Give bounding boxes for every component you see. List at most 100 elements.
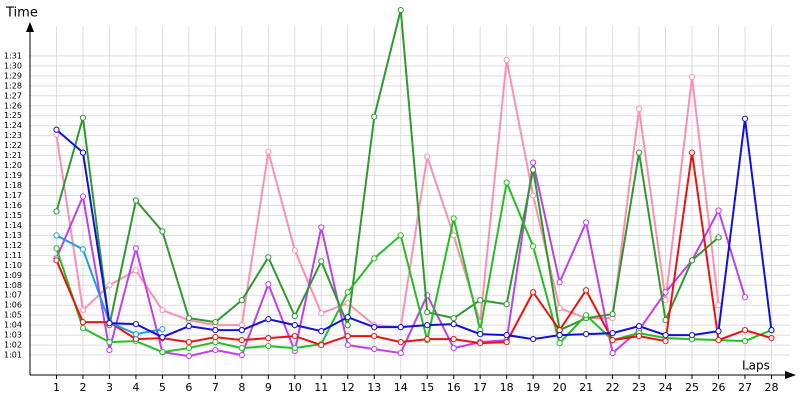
point (768, 327, 775, 334)
point (530, 243, 537, 250)
point (159, 326, 166, 333)
point (79, 114, 87, 121)
point (159, 334, 166, 341)
y-tick-label: 1:16 (4, 201, 22, 210)
y-tick-label: 1:06 (4, 301, 22, 310)
y-tick-label: 1:20 (4, 161, 22, 170)
point (318, 341, 325, 349)
y-tick-label: 1:25 (4, 111, 22, 120)
x-tick-label: 28 (764, 381, 778, 394)
point (132, 331, 140, 338)
y-tick-label: 1:12 (4, 241, 22, 250)
point (106, 338, 113, 346)
point (688, 332, 696, 339)
y-tick-label: 1:19 (4, 171, 22, 180)
x-axis-label: Laps (742, 359, 770, 373)
point (212, 334, 219, 341)
point (662, 297, 669, 304)
point (609, 337, 616, 344)
y-tick-label: 1:30 (4, 61, 22, 70)
y-tick-label: 1:05 (4, 311, 22, 320)
point (132, 245, 140, 252)
point (238, 297, 245, 304)
point (238, 327, 245, 334)
point (344, 333, 351, 340)
x-tick-label: 2 (79, 381, 86, 394)
point (238, 351, 245, 359)
point (450, 321, 457, 328)
point (159, 348, 166, 356)
point (715, 234, 722, 241)
point (397, 232, 404, 239)
series-line (55, 9, 720, 332)
x-tick-label: 23 (632, 381, 646, 394)
point (132, 197, 140, 204)
y-tick-label: 1:27 (4, 91, 22, 100)
point (318, 310, 325, 317)
point (609, 349, 616, 357)
point (530, 336, 537, 343)
point (132, 321, 140, 328)
y-tick-label: 1:24 (4, 121, 22, 130)
x-tick-label: 12 (341, 381, 355, 394)
point (477, 331, 484, 338)
series-line (55, 152, 772, 347)
point (741, 327, 749, 334)
point (477, 339, 484, 347)
point (132, 336, 140, 343)
point (238, 344, 245, 352)
point (53, 232, 60, 239)
point (159, 307, 166, 314)
y-arrow (26, 22, 34, 32)
y-tick-label: 1:31 (4, 51, 22, 60)
point (212, 319, 219, 326)
point (556, 332, 563, 339)
point (79, 149, 87, 156)
point (450, 336, 457, 343)
point (530, 192, 537, 199)
y-tick-label: 1:26 (4, 101, 22, 110)
point (556, 339, 563, 347)
point (106, 320, 113, 327)
point (53, 208, 60, 215)
x-tick-label: 16 (447, 381, 461, 394)
point (450, 232, 457, 239)
point (291, 247, 298, 254)
point (556, 305, 563, 312)
point (635, 105, 643, 112)
point (238, 337, 245, 344)
point (291, 344, 298, 352)
point (662, 337, 669, 345)
point (556, 279, 563, 286)
point (503, 338, 510, 346)
point (265, 254, 272, 261)
point (212, 327, 219, 334)
x-tick-label: 13 (367, 381, 381, 394)
x-tick-label: 17 (473, 381, 487, 394)
x-tick-label: 22 (606, 381, 620, 394)
y-tick-label: 1:18 (4, 181, 22, 190)
series-line (55, 118, 773, 341)
point (503, 179, 510, 186)
point (185, 338, 192, 346)
y-tick-label: 1:29 (4, 71, 22, 80)
point (371, 113, 378, 120)
x-tick-label: 8 (238, 381, 245, 394)
point (106, 346, 113, 354)
point (265, 335, 272, 342)
series-line (55, 59, 720, 329)
point (397, 6, 404, 14)
point (556, 327, 563, 334)
point (715, 207, 722, 214)
y-tick-label: 1:02 (4, 341, 22, 350)
x-tick-label: 15 (420, 381, 434, 394)
point (79, 325, 87, 332)
point (450, 215, 457, 222)
point (582, 312, 590, 319)
y-tick-label: 1:13 (4, 231, 22, 240)
point (477, 297, 484, 304)
y-tick-label: 1:14 (4, 221, 22, 230)
point (371, 345, 378, 353)
point (450, 315, 457, 322)
x-tick-label: 9 (265, 381, 272, 394)
